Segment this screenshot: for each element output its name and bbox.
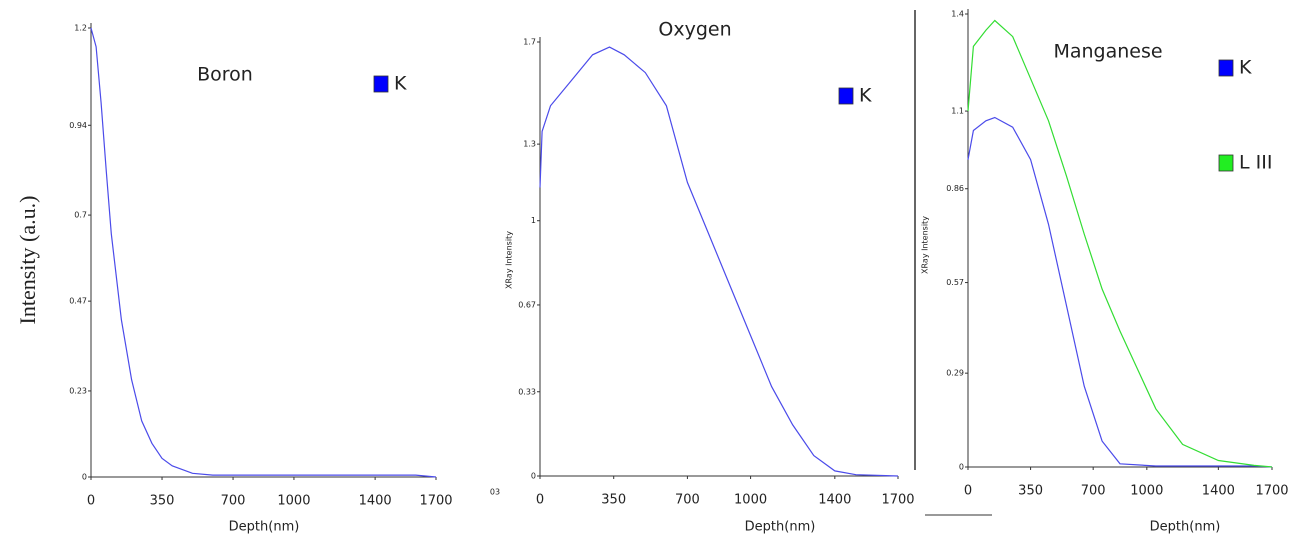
- y-tick-label: 1.7: [523, 38, 536, 47]
- x-axis-label: Depth(nm): [1150, 520, 1221, 535]
- x-tick-label: 1400: [1202, 484, 1235, 499]
- x-tick-label: 1700: [1255, 484, 1288, 499]
- y-tick-label: 1.3: [523, 140, 536, 149]
- x-tick-label: 1400: [818, 493, 851, 508]
- y-tick-label: 0.23: [69, 386, 87, 395]
- x-tick-label: 1000: [1130, 484, 1163, 499]
- annotation: 03: [490, 488, 500, 497]
- x-tick-label: 0: [536, 493, 544, 508]
- y-axis-label: XRay Intensity: [505, 231, 514, 289]
- y-tick-label: 0.94: [69, 121, 87, 130]
- y-axis-label: XRay Intensity: [921, 216, 930, 274]
- y-tick-label: 0: [82, 473, 87, 482]
- x-tick-label: 1000: [734, 493, 767, 508]
- x-tick-label: 0: [964, 484, 972, 499]
- y-tick-label: 0.57: [946, 278, 964, 287]
- y-tick-label: 0.47: [69, 297, 87, 306]
- series-line: [539, 46, 899, 477]
- series-line: [967, 19, 1273, 468]
- y-tick-label: 0.67: [518, 300, 536, 309]
- y-tick-label: 1: [531, 216, 536, 225]
- legend-swatch: [1218, 59, 1234, 77]
- y-tick-label: 1.2: [74, 24, 87, 33]
- x-tick-label: 1000: [277, 494, 310, 509]
- legend-swatch: [373, 75, 389, 93]
- x-axis-label: Depth(nm): [745, 520, 816, 535]
- x-tick-label: 1700: [419, 494, 452, 509]
- chart-title: Oxygen: [658, 19, 731, 41]
- legend-swatch: [1218, 154, 1234, 172]
- x-tick-label: 350: [150, 494, 175, 509]
- x-tick-label: 1400: [359, 494, 392, 509]
- x-tick-label: 350: [601, 493, 626, 508]
- series-line: [90, 27, 437, 478]
- y-tick-label: 0.7: [74, 211, 87, 220]
- x-axis-label: Depth(nm): [229, 520, 300, 535]
- x-tick-label: 700: [221, 494, 246, 509]
- y-tick-label: 0.29: [946, 369, 964, 378]
- legend-label: K: [1239, 57, 1252, 79]
- y-axis-label: Intensity (a.u.): [15, 196, 40, 325]
- legend-label: K: [394, 73, 407, 95]
- y-tick-label: 1.4: [951, 10, 964, 19]
- y-tick-label: 0.86: [946, 184, 964, 193]
- chart-title: Manganese: [1053, 41, 1162, 63]
- legend-label: K: [859, 85, 872, 107]
- x-tick-label: 0: [87, 494, 95, 509]
- y-tick-label: 0: [531, 472, 536, 481]
- y-tick-label: 0: [959, 463, 964, 472]
- x-tick-label: 350: [1018, 484, 1043, 499]
- x-tick-label: 1700: [881, 493, 914, 508]
- series-line: [967, 116, 1273, 468]
- x-tick-label: 700: [1081, 484, 1106, 499]
- legend-label: L III: [1239, 152, 1272, 174]
- x-tick-label: 700: [675, 493, 700, 508]
- legend-swatch: [838, 87, 854, 105]
- y-tick-label: 0.33: [518, 387, 536, 396]
- y-tick-label: 1.1: [951, 107, 964, 116]
- chart-title: Boron: [197, 64, 253, 86]
